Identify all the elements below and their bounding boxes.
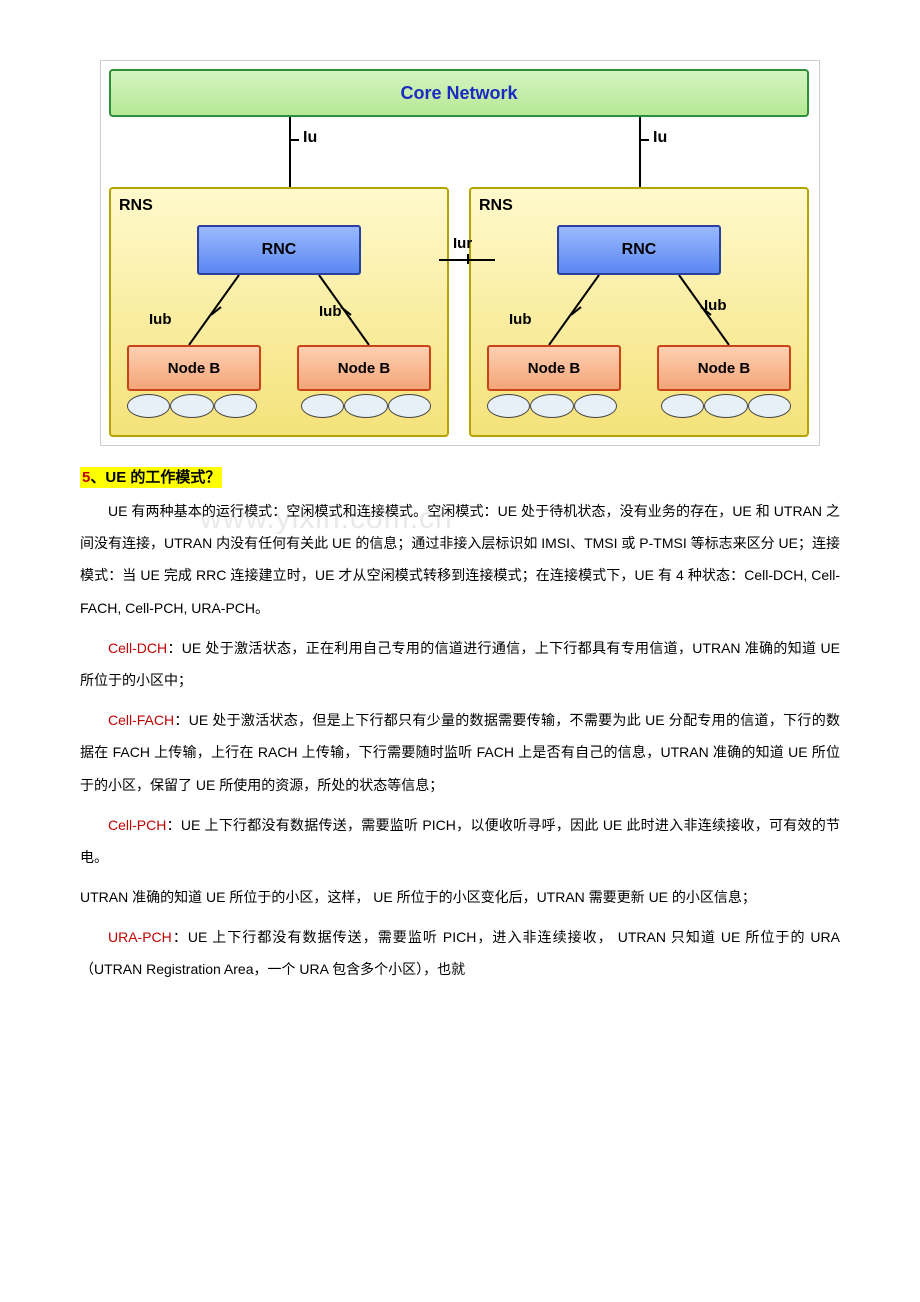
iub-label: Iub <box>704 297 727 314</box>
rns-box: RNS RNC Iub Iub Node B <box>109 187 449 437</box>
rnc-box: RNC <box>557 225 721 275</box>
paragraph: Cell-FACH：UE 处于激活状态，但是上下行都只有少量的数据需要传输，不需… <box>80 704 840 801</box>
state-label: URA-PCH <box>108 929 172 945</box>
iub-label: Iub <box>509 311 532 328</box>
iu-label-right: Iu <box>653 129 667 147</box>
core-network-box: Core Network <box>109 69 809 117</box>
iub-label: Iub <box>149 311 172 328</box>
state-label: Cell-DCH <box>108 640 167 656</box>
rns-title: RNS <box>119 197 439 215</box>
paragraph-text: ：UE 上下行都没有数据传送，需要监听 PICH，进入非连续接收， UTRAN … <box>80 929 840 977</box>
nodeb-box: Node B <box>127 345 261 391</box>
paragraph-text: ：UE 处于激活状态，正在利用自己专用的信道进行通信，上下行都具有专用信道，UT… <box>80 640 840 688</box>
iu-interface-row: Iu Iu <box>109 117 809 187</box>
state-label: Cell-FACH <box>108 712 174 728</box>
heading-sep: 、 <box>90 469 105 486</box>
paragraph: URA-PCH：UE 上下行都没有数据传送，需要监听 PICH，进入非连续接收，… <box>80 921 840 985</box>
utran-architecture-diagram: Core Network Iu Iu RNS RNC <box>100 60 820 446</box>
rns-row: RNS RNC Iub Iub Node B <box>109 187 809 437</box>
heading-text: UE 的工作模式？ <box>105 469 220 486</box>
paragraph-text: ：UE 上下行都没有数据传送，需要监听 PICH，以便收听寻呼，因此 UE 此时… <box>80 817 840 865</box>
nodeb-box: Node B <box>297 345 431 391</box>
paragraph: UE 有两种基本的运行模式：空闲模式和连接模式。空闲模式：UE 处于待机状态，没… <box>80 495 840 624</box>
rns-title: RNS <box>479 197 799 215</box>
iub-label: Iub <box>319 303 342 320</box>
nodeb-box: Node B <box>657 345 791 391</box>
paragraph: Cell-DCH：UE 处于激活状态，正在利用自己专用的信道进行通信，上下行都具… <box>80 632 840 696</box>
paragraph-text: ：UE 处于激活状态，但是上下行都只有少量的数据需要传输，不需要为此 UE 分配… <box>80 712 840 792</box>
rnc-box: RNC <box>197 225 361 275</box>
section-heading: 5、UE 的工作模式？ <box>80 467 222 488</box>
nodeb-box: Node B <box>487 345 621 391</box>
rns-box: RNS RNC Iub Iub Node B <box>469 187 809 437</box>
iub-row: Iub Iub <box>479 275 799 345</box>
iur-label: Iur <box>453 235 472 252</box>
iub-row: Iub Iub <box>119 275 439 345</box>
paragraph: UTRAN 准确的知道 UE 所位于的小区，这样， UE 所位于的小区变化后，U… <box>80 881 840 913</box>
state-label: Cell-PCH <box>108 817 166 833</box>
paragraph: Cell-PCH：UE 上下行都没有数据传送，需要监听 PICH，以便收听寻呼，… <box>80 809 840 873</box>
iu-label-left: Iu <box>303 129 317 147</box>
